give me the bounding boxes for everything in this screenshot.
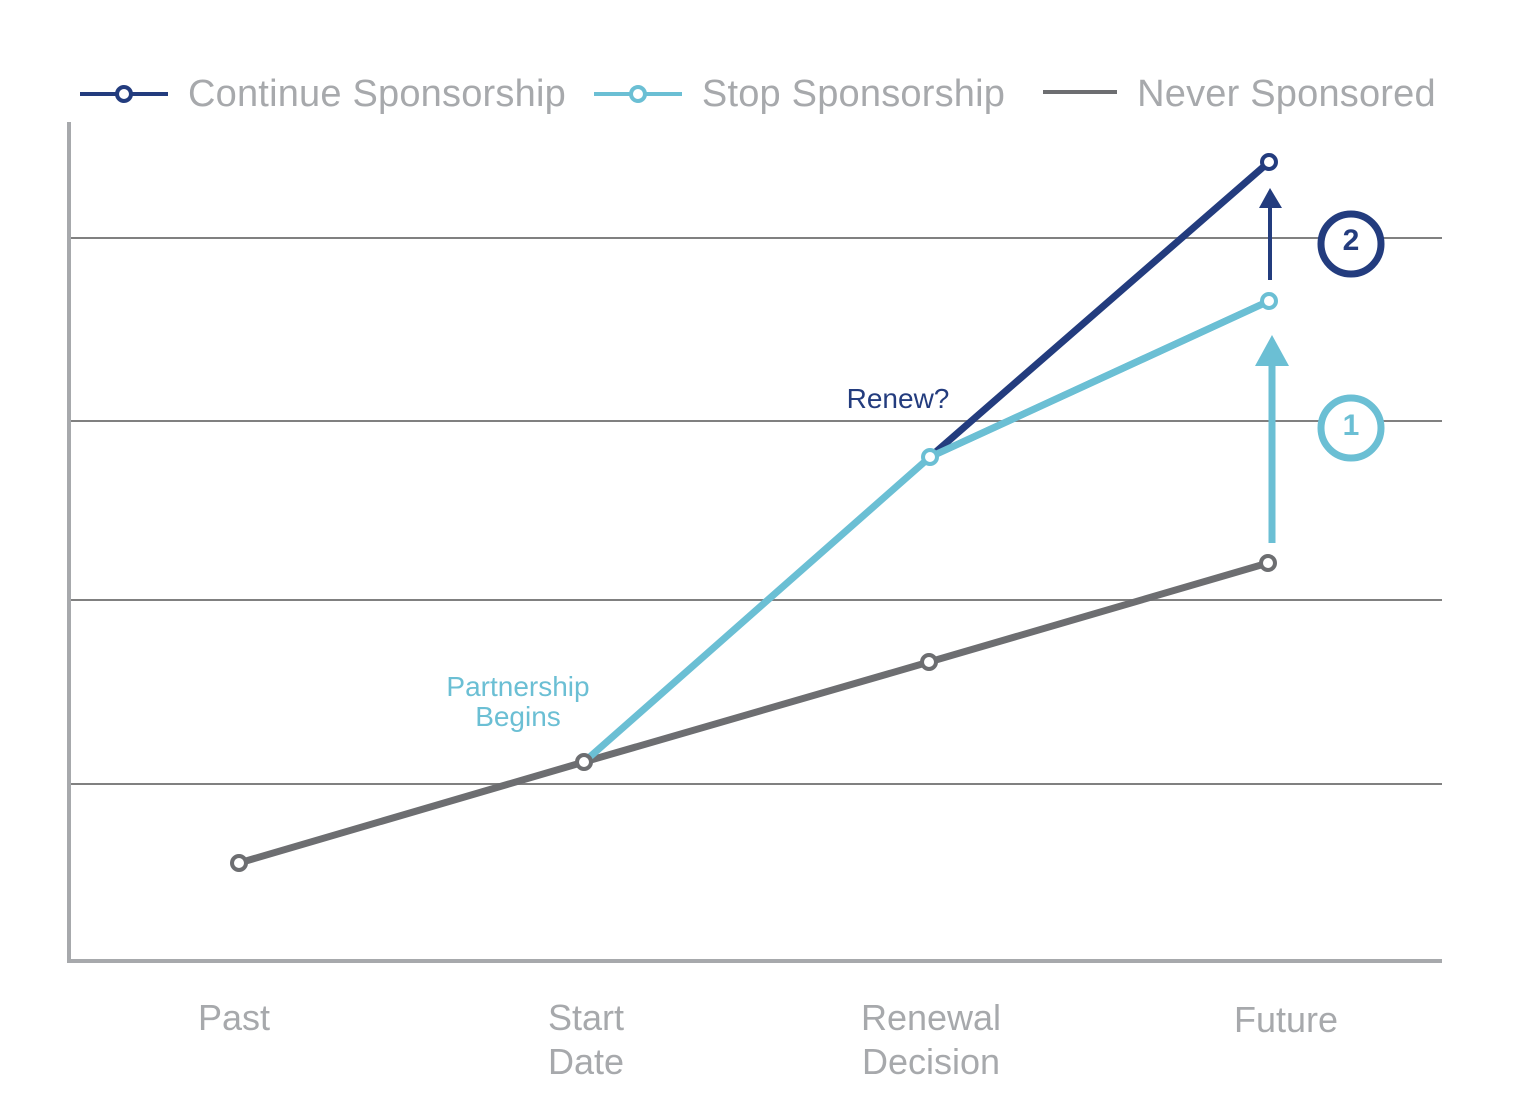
series-stop-sponsorship xyxy=(581,297,1271,765)
x-label-line: Start xyxy=(547,997,625,1038)
axes xyxy=(67,122,1442,963)
x-axis-label-future: Future xyxy=(1166,998,1406,1042)
legend-item-stop-sponsorship: Stop Sponsorship xyxy=(592,73,1005,116)
legend-label: Never Sponsored xyxy=(1137,72,1436,115)
series-never-sponsored xyxy=(238,559,1269,867)
x-label-line: Date xyxy=(547,1041,625,1082)
legend-line-circle-icon xyxy=(593,85,682,103)
annotation-renew-text: Renew? xyxy=(846,383,950,414)
x-axis-label-renewal-decision: Renewal Decision xyxy=(811,996,1051,1084)
annotation-line: Partnership xyxy=(446,671,590,702)
badge-1-label: 1 xyxy=(1342,409,1360,442)
legend-label: Stop Sponsorship xyxy=(701,72,1006,115)
x-label-line: Future xyxy=(1233,999,1339,1040)
legend-line-icon xyxy=(1043,90,1118,94)
legend-item-never-sponsored: Never Sponsored xyxy=(1041,73,1436,116)
arrow-up-icon-2 xyxy=(1259,188,1282,280)
badge-2-circle xyxy=(1317,210,1385,278)
annotation-partnership-begins: Partnership Begins xyxy=(408,672,628,732)
badge-1-circle xyxy=(1317,394,1385,462)
x-label-line: Decision xyxy=(861,1041,1001,1082)
series-continue-sponsorship xyxy=(927,159,1272,460)
chart-legend: Continue Sponsorship Stop Sponsorship Ne… xyxy=(78,68,1462,120)
annotation-line: Begins xyxy=(475,701,561,732)
x-label-line: Past xyxy=(197,997,271,1038)
legend-label: Continue Sponsorship xyxy=(188,72,566,115)
x-axis-label-start-date: Start Date xyxy=(466,996,706,1084)
annotation-renew: Renew? xyxy=(818,384,978,414)
data-point-markers xyxy=(230,153,1278,872)
legend-line-circle-icon xyxy=(80,85,168,103)
legend-item-continue-sponsorship: Continue Sponsorship xyxy=(78,73,566,116)
x-label-line: Renewal xyxy=(860,997,1002,1038)
badge-2-label: 2 xyxy=(1342,224,1360,257)
gridlines xyxy=(69,237,1442,785)
x-axis-label-past: Past xyxy=(114,996,354,1040)
arrow-up-icon-1 xyxy=(1255,335,1289,543)
